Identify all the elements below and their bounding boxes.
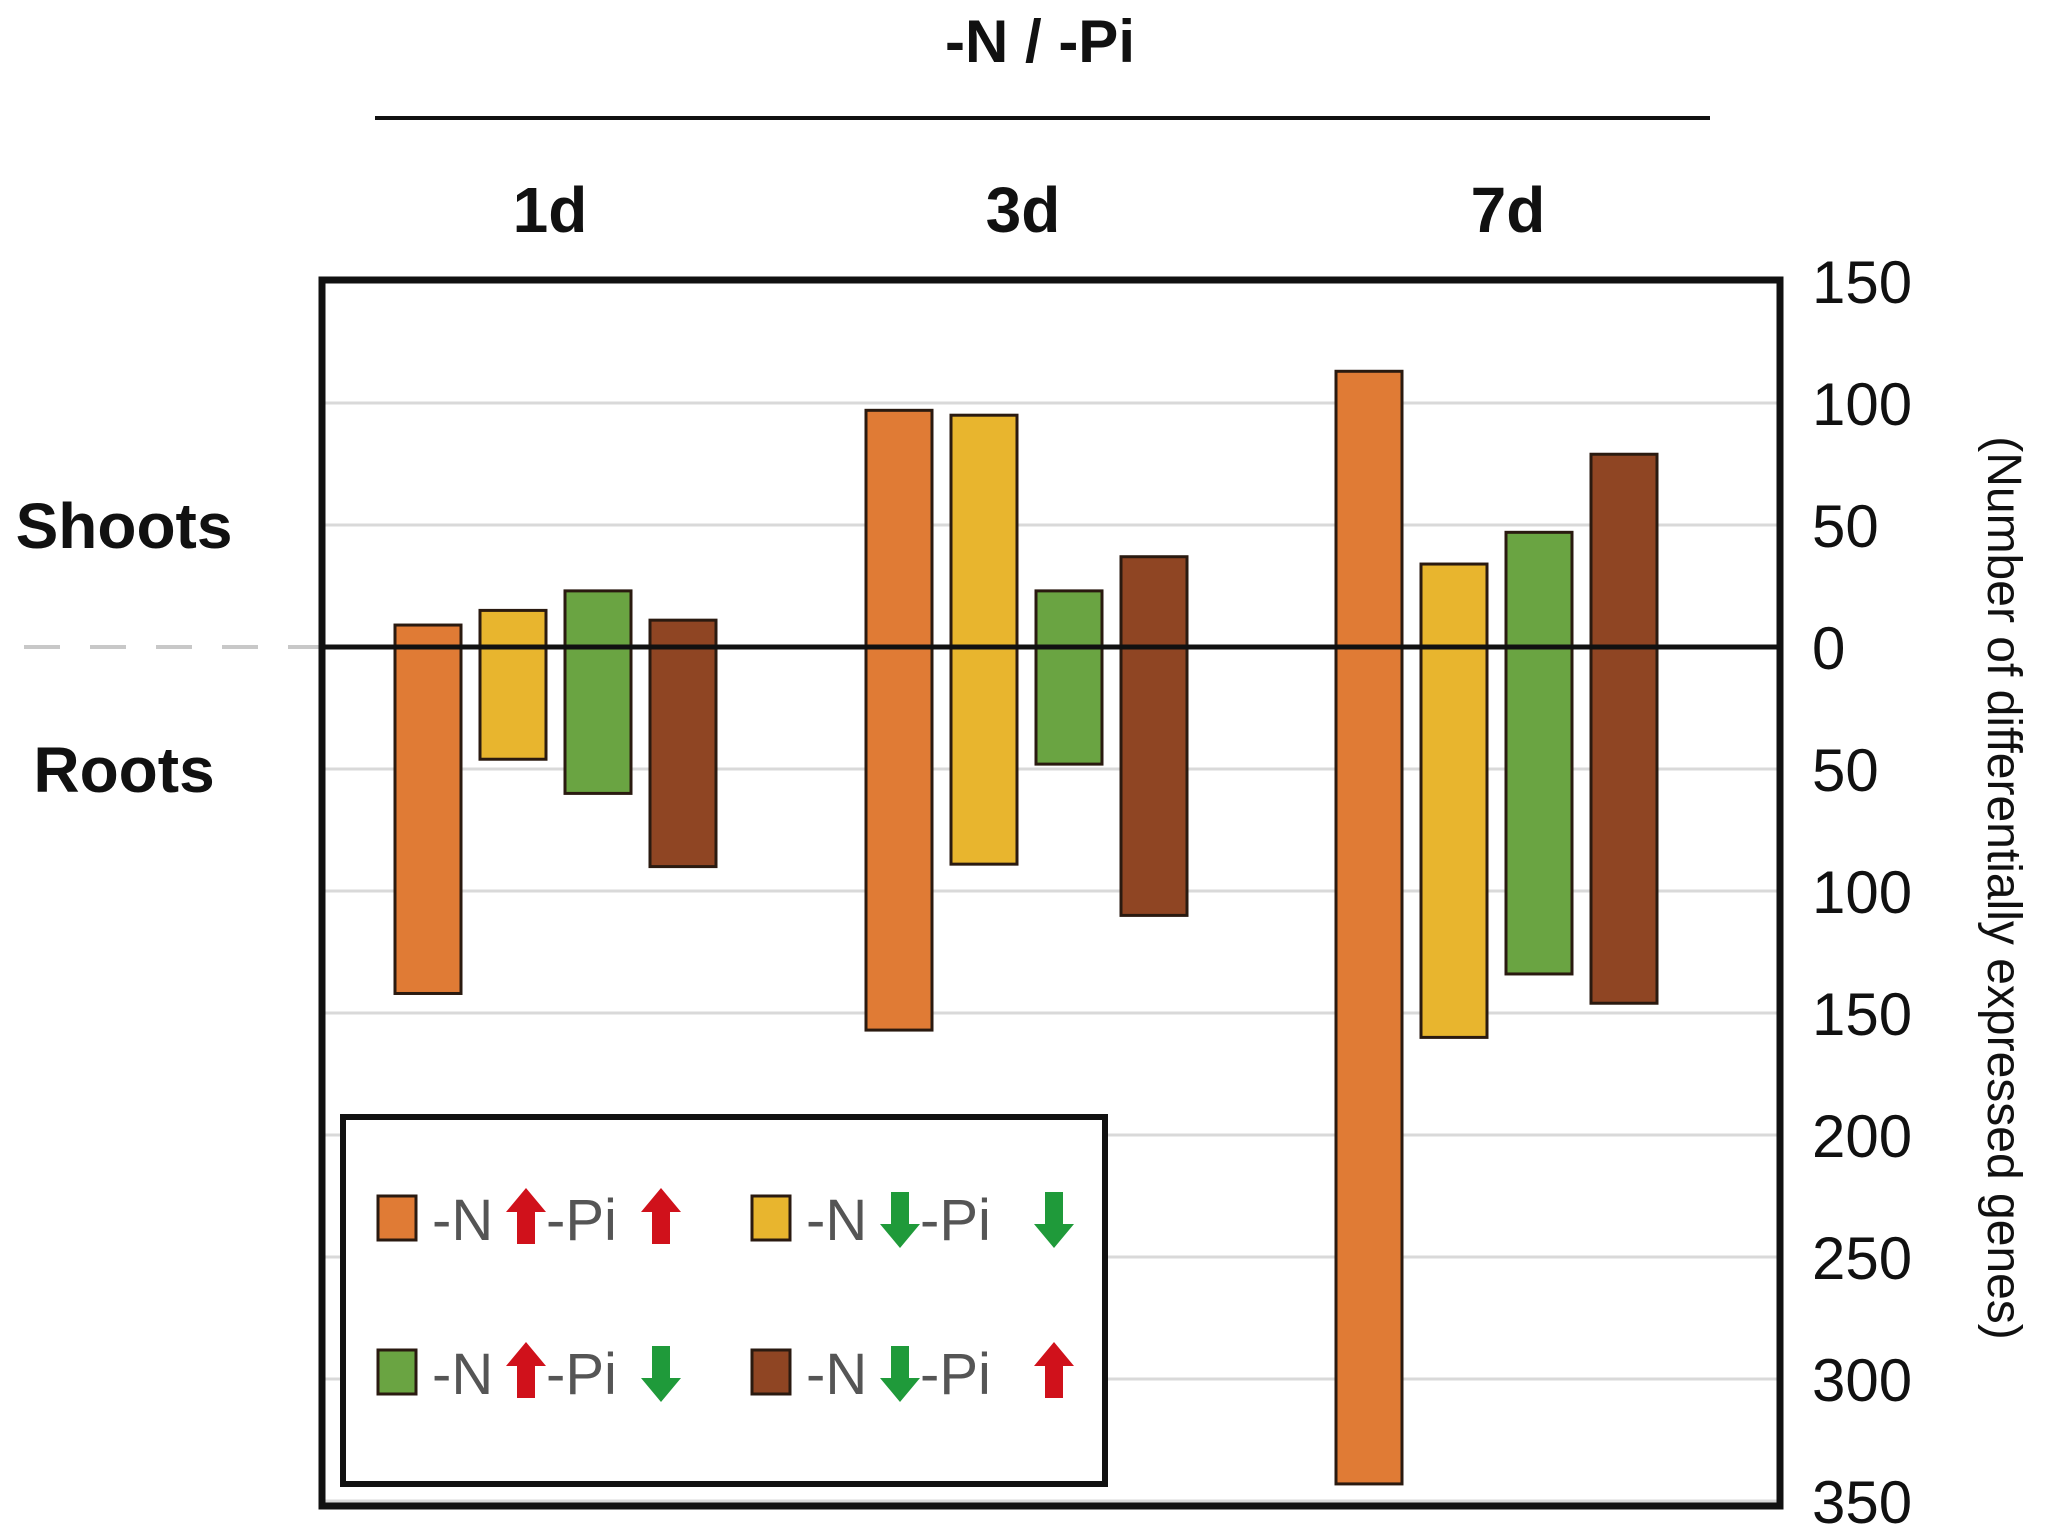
group-label-1d: 1d — [513, 174, 588, 246]
legend: -N -Pi -N -Pi -N -Pi -N -Pi — [340, 1114, 1108, 1487]
arrow-down-icon — [880, 1192, 920, 1248]
arrow-down-icon — [641, 1346, 681, 1402]
bar — [563, 589, 633, 795]
bar — [478, 608, 548, 761]
plot-frame — [318, 276, 1784, 1510]
y-axis-ticks: 150 100 50 0 50 100 150 200 250 300 350 — [1812, 249, 1912, 1536]
arrow-up-icon — [506, 1342, 546, 1398]
legend-label: -N — [806, 1188, 867, 1253]
chart-title: -N / -Pi — [945, 8, 1135, 75]
y-tick-label: 50 — [1812, 737, 1879, 804]
arrow-up-icon — [1034, 1342, 1074, 1398]
bar — [1334, 369, 1404, 1486]
bar — [648, 618, 718, 869]
y-tick-label: 150 — [1812, 249, 1912, 316]
bar — [1589, 452, 1659, 1005]
bar — [1504, 530, 1574, 976]
legend-swatch — [376, 1194, 418, 1242]
y-tick-label: 300 — [1812, 1347, 1912, 1414]
bar — [949, 413, 1019, 866]
y-tick-label: 100 — [1812, 371, 1912, 438]
y-tick-label: 350 — [1812, 1469, 1912, 1536]
legend-swatch — [376, 1348, 418, 1396]
bars — [393, 369, 1659, 1486]
bar — [393, 623, 463, 995]
legend-label: -Pi — [546, 1342, 617, 1407]
legend-label: -Pi — [920, 1188, 991, 1253]
group-label-3d: 3d — [986, 174, 1061, 246]
row-label-shoots: Shoots — [16, 490, 233, 562]
arrow-up-icon — [506, 1188, 546, 1244]
y-tick-label: 200 — [1812, 1103, 1912, 1170]
y-tick-label: 250 — [1812, 1225, 1912, 1292]
y-tick-label: 100 — [1812, 859, 1912, 926]
bar — [864, 408, 934, 1032]
arrow-down-icon — [1034, 1192, 1074, 1248]
legend-label: -Pi — [546, 1188, 617, 1253]
legend-label: -N — [432, 1188, 493, 1253]
arrow-up-icon — [641, 1188, 681, 1244]
legend-swatch — [750, 1194, 792, 1242]
legend-label: -N — [432, 1342, 493, 1407]
group-label-7d: 7d — [1471, 174, 1546, 246]
bar — [1119, 555, 1189, 917]
legend-box — [340, 1114, 1108, 1487]
y-tick-label: 150 — [1812, 981, 1912, 1048]
y-tick-label: 0 — [1812, 615, 1845, 682]
y-tick-label: 50 — [1812, 493, 1879, 560]
bar — [1419, 562, 1489, 1039]
arrow-down-icon — [880, 1346, 920, 1402]
y-axis-label: (Number of differentially expressed gene… — [1977, 436, 2030, 1340]
bar — [1034, 589, 1104, 766]
legend-label: -N — [806, 1342, 867, 1407]
row-label-roots: Roots — [33, 734, 214, 806]
legend-swatch — [750, 1348, 792, 1396]
legend-label: -Pi — [920, 1342, 991, 1407]
